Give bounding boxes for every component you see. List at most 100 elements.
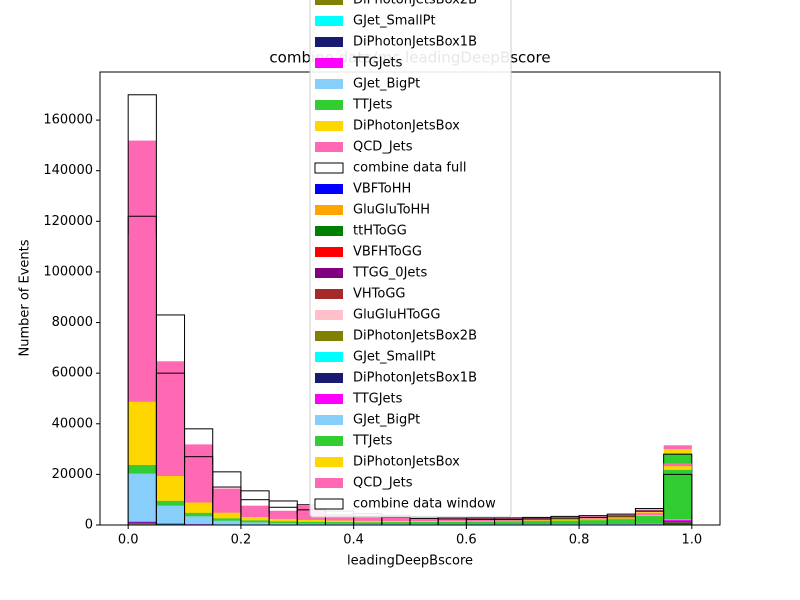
bar-segment [240,505,270,515]
y-tick-label: 80000 [52,315,93,330]
bar-segment [410,521,439,523]
legend-swatch [315,184,343,194]
legend-swatch [315,142,343,152]
bar-segment [156,402,185,477]
bar-segment [663,445,692,450]
legend-label: VBFToHH [353,182,411,197]
bar-segment [353,523,382,525]
legend-swatch [315,0,343,5]
bar-segment [663,523,692,525]
bar-segment [663,521,692,523]
bar-segment [550,519,580,521]
legend-swatch [315,58,343,68]
x-axis-label: leadingDeepBscore [347,554,473,569]
bar-segment [325,523,354,525]
bar-segment [269,521,298,524]
legend-swatch [315,457,343,467]
bar-segment [381,519,410,522]
bar-segment [184,516,213,525]
bar-segment [381,517,410,520]
bar-segment [466,519,495,521]
bar-segment [381,521,410,523]
bar-segment [522,521,551,525]
bar-segment [522,517,551,519]
bar-segment [212,512,241,519]
legend-swatch [315,352,343,362]
legend-swatch [315,226,343,236]
bar-segment [240,517,270,521]
bar-segment [550,516,580,519]
legend-swatch [315,478,343,488]
bar-segment [184,502,213,513]
bar-segment [494,521,523,525]
bar-segment [466,524,495,525]
bar-segment [607,519,636,524]
bar-segment [381,524,410,525]
legend-label: DiPhotonJetsBox1B [353,371,477,386]
bar-segment [353,522,382,524]
bar-segment [410,522,439,525]
bar-segment [212,520,241,525]
legend-swatch [315,310,343,320]
bar-segment [522,519,551,521]
legend-label: combine data full [353,161,466,176]
bar-segment [128,234,157,402]
bar-segment [128,521,157,523]
bar-segment [663,520,692,522]
bar-segment [325,517,354,521]
bar-segment [438,524,467,525]
bar-segment [466,517,495,520]
bar-segment [438,519,467,521]
bar-segment [240,520,270,523]
legend-label: QCD_Jets [353,476,413,491]
legend-label: TTGG_0Jets [352,266,428,281]
bar-segment [297,521,326,524]
bar-segment [663,524,692,525]
bar-segment [522,524,551,525]
bar-segment [353,518,382,521]
bar-segment [156,476,185,501]
y-tick-label: 60000 [52,366,93,381]
y-tick-label: 40000 [52,416,93,431]
legend-swatch [315,394,343,404]
legend-label: QCD_Jets [353,140,413,155]
legend-label: VHToGG [353,287,406,302]
legend-label: DiPhotonJetsBox2B [353,0,477,8]
bar-segment [550,520,580,525]
bar-segment [663,469,692,520]
bar-segment [663,463,692,467]
y-axis-label: Number of Events [18,239,33,356]
y-tick-label: 140000 [43,163,93,178]
bar-segment [128,523,157,525]
legend-label: GluGluHToGG [353,308,440,323]
legend-swatch [315,268,343,278]
x-tick-label: 0.2 [231,533,252,548]
bar-segment [128,401,157,465]
bar-segment [607,518,636,520]
bar-segment [663,449,692,455]
bar-segment [410,524,439,525]
x-tick-label: 0.4 [343,533,364,548]
bar-segment [325,522,354,524]
bar-segment [325,520,354,523]
bar-segment [550,524,580,525]
x-tick-label: 1.0 [681,533,702,548]
bar-segment [438,520,467,522]
legend-label: DiPhotonJetsBox1B [353,35,477,50]
bar-segment [607,516,636,518]
legend-label: combine data window [353,497,496,512]
bar-segment [635,513,664,516]
bar-segment [184,512,213,517]
legend-label: TTJets [352,434,393,449]
legend-label: DiPhotonJetsBox [353,119,460,134]
bar-segment [579,518,608,520]
y-tick-label: 160000 [43,113,93,128]
bar-segment [269,514,298,519]
legend-swatch [315,373,343,383]
legend-swatch [315,247,343,257]
bar-segment [212,497,241,513]
bar-segment [494,517,523,520]
legend-label: GJet_SmallPt [353,14,436,29]
bar-segment [156,500,185,506]
